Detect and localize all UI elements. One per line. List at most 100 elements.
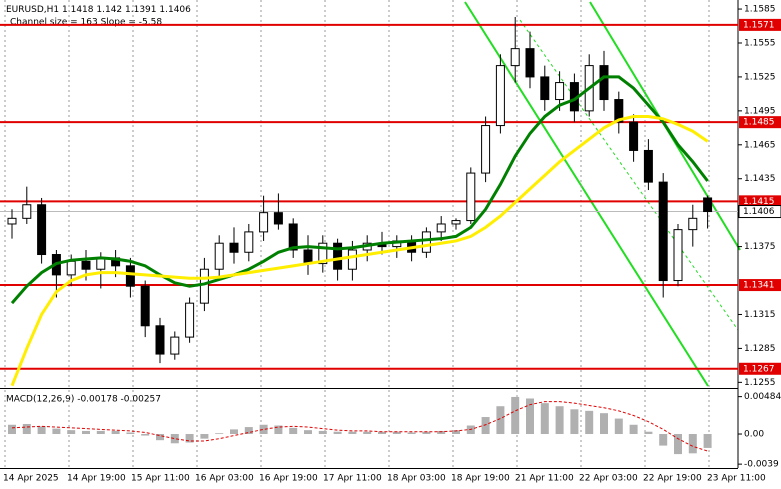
candle-body: [244, 231, 254, 253]
macd-bar: [67, 430, 76, 435]
macd-bar: [37, 426, 46, 435]
candle-body: [481, 125, 491, 174]
y-tick-label: -0.0039: [744, 460, 779, 470]
candle-body: [303, 249, 313, 265]
macd-bar: [82, 430, 90, 435]
macd-bar: [274, 425, 283, 435]
macd-bar: [215, 433, 224, 435]
macd-bar: [614, 418, 623, 435]
candle-body: [466, 172, 476, 222]
macd-bar: [259, 424, 268, 435]
candle-body: [540, 76, 550, 101]
macd-bar: [422, 431, 431, 435]
level-label: 1.1267: [743, 364, 775, 374]
macd-bar: [170, 434, 179, 444]
macd-bar: [304, 430, 312, 435]
level-label: 1.1415: [743, 197, 775, 207]
y-tick-label: 1.1315: [744, 310, 776, 320]
candle-body: [155, 325, 165, 355]
y-tick-label: 1.1375: [744, 242, 776, 252]
macd-bar: [22, 423, 31, 435]
candle-body: [599, 65, 609, 101]
candle-body: [629, 121, 639, 151]
x-tick-label: 17 Apr 11:00: [323, 474, 382, 484]
x-tick-label: 22 Apr 19:00: [643, 474, 702, 484]
macd-bar: [570, 409, 579, 435]
macd-bar: [703, 434, 712, 448]
level-label-box: [739, 279, 781, 292]
macd-bar: [437, 430, 446, 435]
candle-body: [140, 285, 150, 327]
candle-body: [510, 48, 520, 67]
y-tick-label: 1.1495: [744, 106, 776, 116]
candle-body: [333, 242, 343, 270]
macd-bar: [659, 434, 668, 446]
y-tick-label: 1.1555: [744, 38, 776, 48]
y-tick-label: 1.1465: [744, 140, 776, 150]
macd-bar: [200, 434, 209, 439]
macd-bar: [318, 430, 327, 435]
x-tick-label: 14 Apr 2025: [3, 474, 59, 484]
candle-body: [259, 212, 269, 233]
macd-bar: [481, 417, 490, 435]
candle-body: [288, 223, 298, 251]
y-tick-label: 1.1435: [744, 174, 776, 184]
macd-bar: [378, 431, 386, 435]
macd-bar: [674, 434, 682, 455]
macd-bar: [688, 434, 697, 454]
x-tick-label: 16 Apr 19:00: [259, 474, 318, 484]
candle-body: [7, 217, 17, 225]
candle-body: [688, 217, 698, 231]
candle-body: [273, 212, 283, 225]
macd-bar: [244, 427, 253, 435]
macd-bar: [8, 424, 16, 435]
y-tick-label: 0.00484: [744, 392, 781, 402]
macd-bar: [230, 429, 238, 435]
macd-bar: [96, 430, 105, 435]
candle-body: [495, 65, 505, 127]
moving-average: [10, 115, 709, 387]
macd-bar: [407, 432, 416, 435]
macd-bar: [496, 406, 505, 435]
macd-bar: [52, 428, 61, 435]
level-label-box: [739, 116, 781, 129]
moving-average: [10, 75, 709, 305]
level-label-box: [739, 18, 781, 31]
macd-bar: [111, 430, 120, 435]
x-tick-label: 21 Apr 11:00: [515, 474, 574, 484]
candle-body: [658, 181, 668, 282]
candle-body: [525, 48, 535, 78]
level-label-box: [739, 195, 781, 208]
y-tick-label: 1.1525: [744, 72, 776, 82]
macd-bar: [289, 427, 298, 435]
x-tick-label: 18 Apr 19:00: [451, 474, 510, 484]
macd-bar: [185, 434, 194, 443]
candle-body: [37, 204, 47, 256]
current-price-label: 1.1406: [743, 207, 775, 217]
macd-bar: [644, 431, 653, 435]
candle-body: [436, 223, 446, 233]
ohlc: 1.1406: [159, 5, 191, 15]
macd-bar: [392, 431, 401, 435]
candle-body: [170, 336, 180, 355]
macd-bar: [585, 410, 594, 435]
y-tick-label: 0.00: [744, 430, 764, 440]
x-tick-label: 22 Apr 03:00: [579, 474, 638, 484]
candle-body: [185, 302, 195, 338]
macd-bar: [126, 432, 135, 435]
macd-bar: [141, 434, 150, 436]
x-tick-label: 15 Apr 11:00: [131, 474, 190, 484]
candle-body: [555, 82, 565, 101]
candle-body: [673, 229, 683, 282]
candle-body: [421, 231, 431, 253]
macd-bar: [348, 431, 357, 435]
candle-body: [125, 265, 135, 287]
macd-bar: [511, 396, 520, 435]
level-label: 1.1571: [743, 20, 775, 30]
macd-title: MACD(12,26,9) -0.00178 -0.00257: [6, 395, 161, 405]
candle-body: [703, 197, 713, 213]
candle-body: [451, 220, 461, 225]
